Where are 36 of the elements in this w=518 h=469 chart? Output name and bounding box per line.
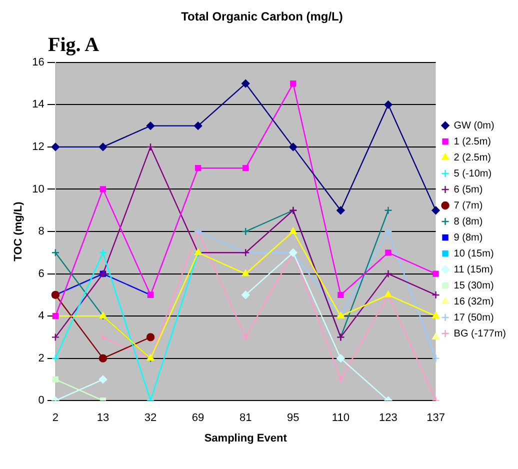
legend-label: 2 (2.5m)	[454, 152, 492, 164]
chart-title: Total Organic Carbon (mg/L)	[181, 10, 343, 24]
x-tick-label: 69	[192, 412, 204, 424]
y-tick-label: 12	[32, 140, 44, 153]
legend-label: 8 (8m)	[454, 216, 483, 228]
y-tick-label: 8	[38, 226, 44, 238]
x-tick-label: 137	[426, 412, 445, 424]
x-axis-title: Sampling Event	[204, 432, 288, 444]
y-tick-label: 2	[38, 352, 44, 364]
y-axis-title: TOC (mg/L)	[12, 201, 25, 262]
y-tick-label: 10	[32, 183, 44, 196]
x-tick-label: 123	[379, 412, 398, 424]
legend-label: GW (0m)	[454, 120, 494, 132]
legend-label: 7 (7m)	[454, 200, 483, 212]
y-tick-label: 16	[32, 56, 44, 68]
legend-label: BG (-177m)	[454, 328, 506, 340]
x-tick-label: 2	[52, 412, 58, 424]
legend-label: 15 (30m)	[454, 280, 494, 292]
x-tick-label: 13	[96, 412, 110, 424]
y-tick-label: 4	[38, 310, 44, 322]
legend-label: 10 (15m)	[454, 248, 494, 260]
legend-label: 9 (8m)	[454, 232, 483, 244]
x-tick-label: 110	[332, 412, 350, 424]
y-tick-label: 0	[38, 394, 44, 407]
legend-label: 6 (5m)	[454, 184, 483, 196]
x-tick-label: 81	[239, 412, 252, 424]
legend-label: 17 (50m)	[454, 312, 494, 324]
text: Fig. A	[48, 34, 100, 57]
legend-label: 1 (2.5m)	[454, 136, 492, 148]
x-tick-label: 32	[144, 412, 157, 424]
legend-label: 11 (15m)	[454, 264, 494, 276]
x-tick-label: 95	[287, 412, 300, 424]
legend-label: 16 (32m)	[454, 296, 494, 308]
legend-label: 5 (-10m)	[454, 168, 492, 180]
y-tick-label: 14	[32, 98, 44, 111]
y-tick-label: 6	[38, 268, 44, 280]
